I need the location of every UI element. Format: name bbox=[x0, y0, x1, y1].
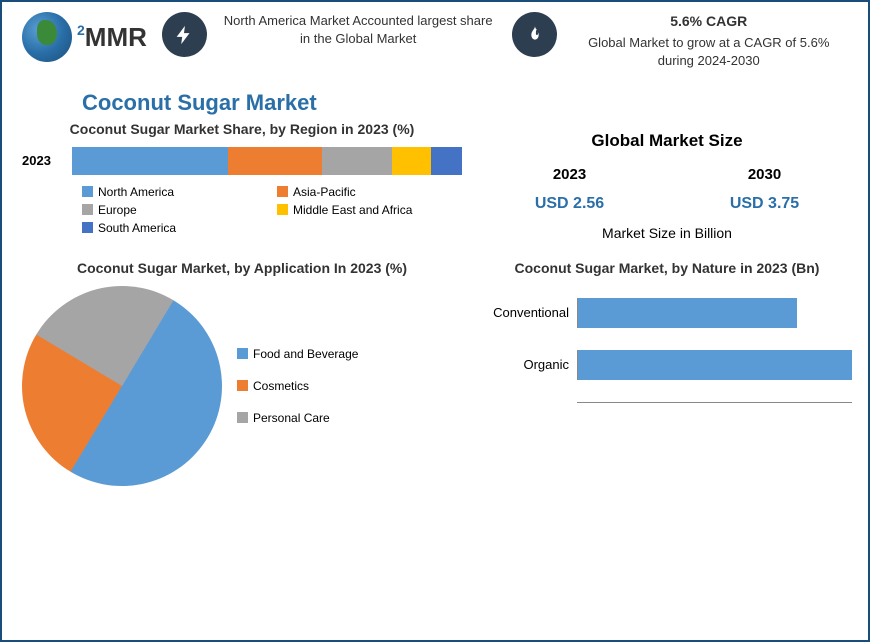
region-chart: Coconut Sugar Market Share, by Region in… bbox=[22, 121, 462, 235]
market-size-values: USD 2.56 USD 3.75 bbox=[472, 195, 862, 213]
legend-swatch bbox=[82, 222, 93, 233]
legend-item: North America bbox=[82, 185, 267, 199]
logo-text: 2MMR bbox=[77, 22, 147, 53]
nature-chart-title: Coconut Sugar Market, by Nature in 2023 … bbox=[472, 260, 862, 276]
legend-label: Food and Beverage bbox=[253, 347, 358, 361]
legend-item: Europe bbox=[82, 203, 267, 217]
logo: 2MMR bbox=[22, 12, 147, 62]
lightning-icon bbox=[162, 12, 207, 57]
legend-item: Middle East and Africa bbox=[277, 203, 462, 217]
application-chart: Coconut Sugar Market, by Application In … bbox=[22, 260, 462, 486]
pie-section: Food and Beverage Cosmetics Personal Care bbox=[22, 286, 462, 486]
info-block-region: North America Market Accounted largest s… bbox=[162, 12, 498, 57]
hbar-row: Conventional bbox=[482, 298, 852, 328]
globe-icon bbox=[22, 12, 72, 62]
hbar-axis bbox=[577, 402, 852, 403]
market-size-note: Market Size in Billion bbox=[472, 225, 862, 241]
hbar-track bbox=[577, 298, 852, 328]
legend-label: Europe bbox=[98, 203, 137, 217]
bar-segment bbox=[431, 147, 462, 175]
hbar-label: Organic bbox=[482, 357, 577, 372]
bar-segment bbox=[392, 147, 431, 175]
legend-label: Asia-Pacific bbox=[293, 185, 356, 199]
legend-item: Asia-Pacific bbox=[277, 185, 462, 199]
hbar-track bbox=[577, 350, 852, 380]
pie-chart bbox=[22, 286, 222, 486]
market-size-years: 2023 2030 bbox=[472, 166, 862, 183]
pie-legend: Food and Beverage Cosmetics Personal Care bbox=[237, 347, 358, 425]
stacked-bar-container: 2023 bbox=[22, 147, 462, 175]
ms-value-0: USD 2.56 bbox=[535, 195, 604, 213]
stacked-bar bbox=[72, 147, 462, 175]
content-grid: Coconut Sugar Market Share, by Region in… bbox=[2, 121, 868, 501]
hbar-row: Organic bbox=[482, 350, 852, 380]
hbar-label: Conventional bbox=[482, 305, 577, 320]
market-size-panel: Global Market Size 2023 2030 USD 2.56 US… bbox=[472, 121, 862, 250]
nature-chart: Coconut Sugar Market, by Nature in 2023 … bbox=[472, 260, 862, 486]
info-text-region: North America Market Accounted largest s… bbox=[219, 12, 498, 48]
info-block-cagr: 5.6% CAGR Global Market to grow at a CAG… bbox=[512, 12, 848, 70]
legend-label: North America bbox=[98, 185, 174, 199]
hbar-chart: Conventional Organic bbox=[472, 298, 862, 403]
legend-label: South America bbox=[98, 221, 176, 235]
legend-swatch bbox=[82, 204, 93, 215]
legend-item: South America bbox=[82, 221, 267, 235]
legend-swatch bbox=[82, 186, 93, 197]
ms-year-0: 2023 bbox=[553, 166, 586, 183]
ms-value-1: USD 3.75 bbox=[730, 195, 799, 213]
legend-item: Personal Care bbox=[237, 411, 358, 425]
bar-segment bbox=[322, 147, 392, 175]
legend-item: Food and Beverage bbox=[237, 347, 358, 361]
legend-swatch bbox=[277, 186, 288, 197]
info-text-cagr: 5.6% CAGR Global Market to grow at a CAG… bbox=[569, 12, 848, 70]
ms-year-1: 2030 bbox=[748, 166, 781, 183]
main-title: Coconut Sugar Market bbox=[82, 90, 868, 116]
region-legend: North America Asia-Pacific Europe Middle Ea… bbox=[22, 185, 462, 235]
bar-segment bbox=[228, 147, 322, 175]
legend-item: Cosmetics bbox=[237, 379, 358, 393]
flame-icon bbox=[512, 12, 557, 57]
legend-swatch bbox=[277, 204, 288, 215]
legend-swatch bbox=[237, 380, 248, 391]
bar-segment bbox=[72, 147, 228, 175]
cagr-text: Global Market to grow at a CAGR of 5.6% … bbox=[569, 34, 848, 70]
cagr-title: 5.6% CAGR bbox=[569, 12, 848, 32]
application-chart-title: Coconut Sugar Market, by Application In … bbox=[22, 260, 462, 276]
market-size-title: Global Market Size bbox=[472, 131, 862, 151]
legend-label: Cosmetics bbox=[253, 379, 309, 393]
year-label: 2023 bbox=[22, 153, 62, 168]
legend-label: Middle East and Africa bbox=[293, 203, 412, 217]
legend-swatch bbox=[237, 348, 248, 359]
region-chart-title: Coconut Sugar Market Share, by Region in… bbox=[22, 121, 462, 137]
hbar-fill bbox=[578, 350, 852, 380]
legend-label: Personal Care bbox=[253, 411, 330, 425]
header: 2MMR North America Market Accounted larg… bbox=[2, 2, 868, 80]
hbar-fill bbox=[578, 298, 797, 328]
legend-swatch bbox=[237, 412, 248, 423]
